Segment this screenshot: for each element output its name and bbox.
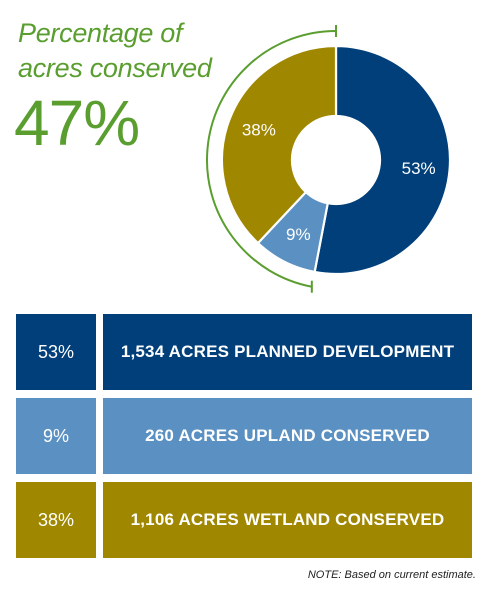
donut-slice [313, 44, 452, 276]
donut-chart: 53% 9% 38% [206, 25, 452, 293]
row-label-cell: 1,106 ACRES WETLAND CONSERVED [103, 482, 472, 558]
conserved-percentage: 47% [14, 87, 140, 159]
row-percent-cell: 38% [16, 482, 96, 558]
slice-label: 38% [242, 120, 276, 139]
row-label-cell: 260 ACRES UPLAND CONSERVED [103, 398, 472, 474]
table-row: 38% 1,106 ACRES WETLAND CONSERVED [16, 482, 472, 558]
row-percent-cell: 53% [16, 314, 96, 390]
title-line-1: Percentage of [18, 18, 183, 48]
donut-slice [220, 44, 338, 245]
footnote: NOTE: Based on current estimate. [307, 569, 476, 581]
chart-title: Percentage of acres conserved [18, 16, 212, 86]
conserved-bracket-arc [206, 30, 337, 288]
slice-label: 53% [402, 159, 436, 178]
table-row: 9% 260 ACRES UPLAND CONSERVED [16, 398, 472, 474]
table-row: 53% 1,534 ACRES PLANNED DEVELOPMENT [16, 314, 472, 390]
slice-label: 9% [286, 225, 311, 244]
row-label-cell: 1,534 ACRES PLANNED DEVELOPMENT [103, 314, 472, 390]
title-line-2: acres conserved [18, 53, 212, 83]
row-percent-cell: 9% [16, 398, 96, 474]
